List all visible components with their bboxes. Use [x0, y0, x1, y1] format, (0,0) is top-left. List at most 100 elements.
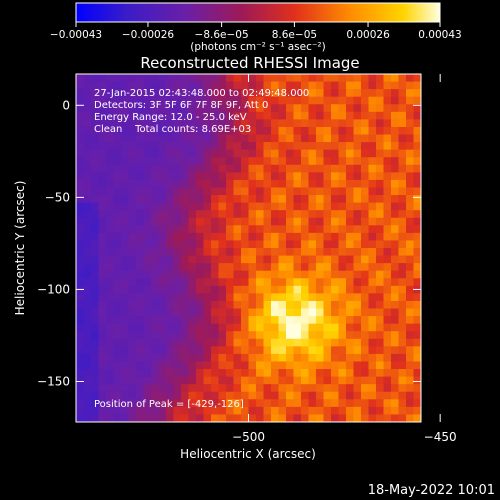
heatmap-cell [181, 255, 190, 264]
heatmap-cell [211, 316, 220, 325]
heatmap-cell [98, 331, 107, 340]
heatmap-cell [203, 323, 212, 332]
heatmap-cell [226, 278, 235, 287]
heatmap-cell [406, 96, 415, 105]
heatmap-cell [323, 353, 332, 363]
heatmap-cell [121, 232, 130, 242]
heatmap-cell [263, 323, 272, 332]
heatmap-cell [128, 157, 137, 166]
heatmap-cell [113, 172, 122, 181]
heatmap-cell [376, 353, 385, 363]
heatmap-cell [293, 134, 302, 143]
heatmap-cell [173, 346, 182, 355]
heatmap-cell [158, 195, 167, 204]
heatmap-cell [256, 376, 265, 385]
heatmap-cell [188, 376, 197, 385]
heatmap-cell [271, 142, 280, 151]
heatmap-cell [143, 195, 152, 204]
heatmap-cell [188, 391, 197, 400]
heatmap-cell [263, 179, 272, 189]
heatmap-cell [211, 187, 220, 196]
heatmap-cell [383, 202, 392, 211]
heatmap-cell [241, 172, 250, 181]
heatmap-cell [331, 89, 340, 98]
heatmap-cell [136, 278, 145, 287]
heatmap-cell [241, 399, 250, 408]
heatmap-cell [406, 293, 415, 302]
heatmap-cell [398, 164, 407, 173]
heatmap-cell [128, 164, 137, 173]
heatmap-cell [113, 134, 122, 143]
heatmap-cell [128, 414, 137, 422]
heatmap-cell [113, 270, 122, 279]
heatmap-cell [83, 225, 92, 234]
heatmap-cell [338, 323, 347, 332]
heatmap-cell [368, 225, 377, 234]
heatmap-cell [338, 164, 347, 173]
heatmap-cell [188, 217, 197, 226]
heatmap-cell [166, 149, 175, 158]
heatmap-cell [98, 369, 107, 378]
heatmap-cell [248, 308, 257, 317]
heatmap-cell [353, 111, 362, 120]
heatmap-cell [368, 195, 377, 204]
heatmap-cell [83, 361, 92, 370]
heatmap-cell [391, 142, 400, 151]
heatmap-cell [316, 369, 325, 378]
heatmap-cell [226, 96, 235, 105]
heatmap-cell [106, 278, 115, 287]
heatmap-cell [218, 384, 227, 393]
heatmap-cell [301, 126, 310, 136]
heatmap-cell [113, 300, 122, 310]
heatmap-cell [76, 346, 85, 355]
heatmap-cell [196, 346, 205, 355]
heatmap-cell [188, 399, 197, 408]
heatmap-cell [218, 331, 227, 340]
heatmap-cell [406, 323, 415, 332]
heatmap-cell [263, 308, 272, 317]
heatmap-cell [143, 316, 152, 325]
heatmap-cell [106, 338, 115, 347]
heatmap-cell [271, 179, 280, 189]
heatmap-cell [376, 308, 385, 317]
heatmap-cell [278, 323, 287, 332]
heatmap-cell [136, 346, 145, 355]
heatmap-cell [353, 300, 362, 310]
heatmap-cell [316, 240, 325, 249]
heatmap-cell [331, 232, 340, 242]
heatmap-cell [136, 338, 145, 347]
heatmap-cell [248, 126, 257, 136]
heatmap-cell [181, 338, 190, 347]
heatmap-cell [353, 142, 362, 151]
heatmap-cell [121, 81, 130, 90]
heatmap-cell [136, 74, 145, 83]
heatmap-cell [173, 149, 182, 158]
heatmap-cell [376, 346, 385, 355]
heatmap-cell [398, 89, 407, 98]
heatmap-cell [331, 202, 340, 211]
heatmap-cell [286, 210, 295, 219]
heatmap-cell [76, 248, 85, 257]
heatmap-cell [353, 96, 362, 105]
heatmap-cell [166, 248, 175, 257]
heatmap-cell [293, 361, 302, 370]
heatmap-cell [368, 202, 377, 211]
heatmap-cell [106, 346, 115, 355]
heatmap-cell [143, 134, 152, 143]
heatmap-cell [308, 248, 317, 257]
heatmap-cell [181, 323, 190, 332]
heatmap-cell [233, 278, 242, 287]
heatmap-cell [218, 225, 227, 234]
heatmap-cell [143, 278, 152, 287]
heatmap-cell [316, 270, 325, 279]
heatmap-cell [76, 384, 85, 393]
heatmap-cell [113, 179, 122, 189]
heatmap-cell [368, 323, 377, 332]
heatmap-cell [196, 391, 205, 400]
heatmap-cell [383, 134, 392, 143]
heatmap-cell [188, 134, 197, 143]
heatmap-cell [136, 195, 145, 204]
heatmap-cell [106, 316, 115, 325]
colorbar-units: (photons cm⁻² s⁻¹ asec⁻²) [190, 41, 325, 53]
heatmap-cell [151, 263, 160, 272]
